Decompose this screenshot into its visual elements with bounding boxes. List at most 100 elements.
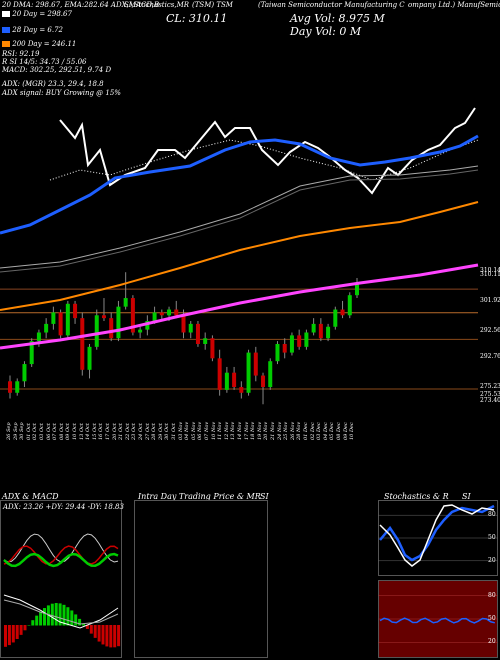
company-label-cont: ompany Ltd.) ManufSemicon	[408, 1, 500, 9]
candle-body	[195, 323, 200, 344]
price-line	[59, 107, 476, 195]
macd-histogram-bar	[50, 603, 54, 626]
candle-body	[210, 338, 215, 359]
candle-body	[44, 323, 49, 333]
price-label: 301.92	[480, 297, 500, 304]
candle-body	[87, 346, 92, 370]
candle-body	[188, 323, 193, 333]
adx-macd-title: ADX & MACD	[2, 492, 59, 501]
candle-body	[174, 309, 179, 316]
price-label: 275.23	[480, 383, 500, 390]
adx-signal-text: ADX signal: BUY Growing @ 15%	[2, 89, 121, 97]
price-label: 275.53	[480, 391, 500, 398]
candle-body	[15, 381, 20, 393]
candle-body	[282, 343, 287, 353]
candle-body	[101, 315, 106, 319]
stoch-k-line	[379, 504, 495, 562]
macd-histogram-bar	[58, 603, 62, 626]
candle-body	[167, 309, 172, 316]
candle-body	[275, 343, 280, 362]
candle-body	[217, 358, 222, 390]
price-chart	[0, 107, 479, 405]
si-level-label: 50	[488, 615, 496, 622]
macd-histogram-bar	[62, 604, 66, 626]
band-lower	[0, 169, 479, 273]
ma28-swatch	[2, 27, 10, 33]
macd-histogram-bar	[97, 625, 101, 642]
macd-histogram-bar	[31, 620, 35, 626]
adx-values: ADX: 23.26 +DY: 29.44 -DY: 18.83	[3, 503, 124, 511]
macd-histogram-bar	[66, 607, 70, 626]
si-level-label: 80	[488, 591, 496, 599]
candle-body	[94, 315, 99, 347]
macd-histogram-bar	[27, 625, 31, 626]
macd-histogram-bar	[11, 625, 15, 643]
candle-body	[145, 321, 150, 330]
minus-dy-line	[3, 545, 119, 565]
ma200-swatch	[2, 41, 10, 47]
candle-body	[224, 372, 229, 390]
candle-body	[239, 387, 244, 393]
macd-histogram-bar	[70, 610, 74, 626]
candle-body	[268, 361, 273, 388]
ma-blue-line	[0, 134, 479, 235]
ma28-text: 28 Day = 6.72	[12, 26, 64, 34]
macd-histogram-bar	[93, 625, 97, 638]
candle-body	[340, 309, 345, 316]
intraday-title: Intra Day Trading Price & MR	[138, 492, 261, 501]
candle-body	[159, 312, 164, 316]
candle-body	[246, 352, 251, 393]
ma200-legend: 200 Day = 246.11	[2, 40, 76, 48]
macd-histogram-bar	[35, 615, 39, 626]
stoch-d-line	[379, 504, 495, 567]
macd-histogram-bar	[4, 625, 7, 647]
candle-body	[29, 341, 34, 365]
price-label: 273.40	[480, 397, 500, 404]
plus-dy-line	[3, 552, 119, 568]
macd-histogram-bar	[15, 625, 19, 639]
macd-histogram-bar	[113, 625, 117, 648]
candle-body	[318, 323, 323, 339]
candle-body	[203, 338, 208, 344]
candle-body	[261, 375, 266, 388]
candle-body	[311, 323, 316, 333]
macd-histogram-bar	[54, 603, 58, 626]
stoch-title: Stochastics & R	[384, 492, 449, 501]
candle-body	[297, 335, 302, 347]
candle-body	[138, 329, 143, 333]
candle-body	[123, 298, 128, 307]
macd-histogram-bar	[101, 625, 105, 645]
candle-body	[73, 303, 78, 319]
intraday-panel	[134, 500, 268, 658]
price-label: 292.56	[480, 327, 500, 334]
header-line-left: 20 DMA: 298.67, EMA:282.64 ADX,MACD,B	[2, 1, 160, 9]
macd-histogram-bar	[74, 614, 78, 626]
macd-histogram-bar	[7, 625, 11, 646]
ma-magenta-line	[0, 263, 479, 350]
header-line-mid: SI,Stochastics,MR	[124, 1, 190, 9]
candle-body	[22, 364, 27, 382]
price-label: 310.14	[480, 267, 500, 274]
macd-histogram-bar	[78, 618, 82, 626]
price-label: 310.11	[480, 271, 500, 278]
stoch-level-label: 50	[488, 534, 496, 541]
candle-body	[58, 312, 63, 336]
ma20-legend: 20 Day = 298.67	[2, 10, 72, 18]
ticker-label: (TSM) TSM	[192, 1, 233, 9]
macd-signal-line	[3, 599, 119, 625]
candle-body	[355, 283, 359, 296]
stoch-si-title: SI	[462, 492, 471, 501]
candle-body	[51, 312, 56, 324]
macd-text: MACD: 302.25, 292.51, 9.74 D	[2, 66, 112, 74]
avg-volume: Avg Vol: 8.975 M	[290, 12, 385, 25]
si-line	[379, 617, 495, 624]
ma28-legend: 28 Day = 6.72	[2, 26, 63, 34]
intraday-si-title: SI	[260, 492, 269, 501]
macd-histogram-bar	[105, 625, 109, 647]
close-price: CL: 310.11	[166, 12, 228, 25]
candle-body	[304, 332, 309, 347]
candle-body	[109, 318, 114, 339]
candle-body	[152, 312, 157, 322]
band-upper	[0, 165, 479, 269]
